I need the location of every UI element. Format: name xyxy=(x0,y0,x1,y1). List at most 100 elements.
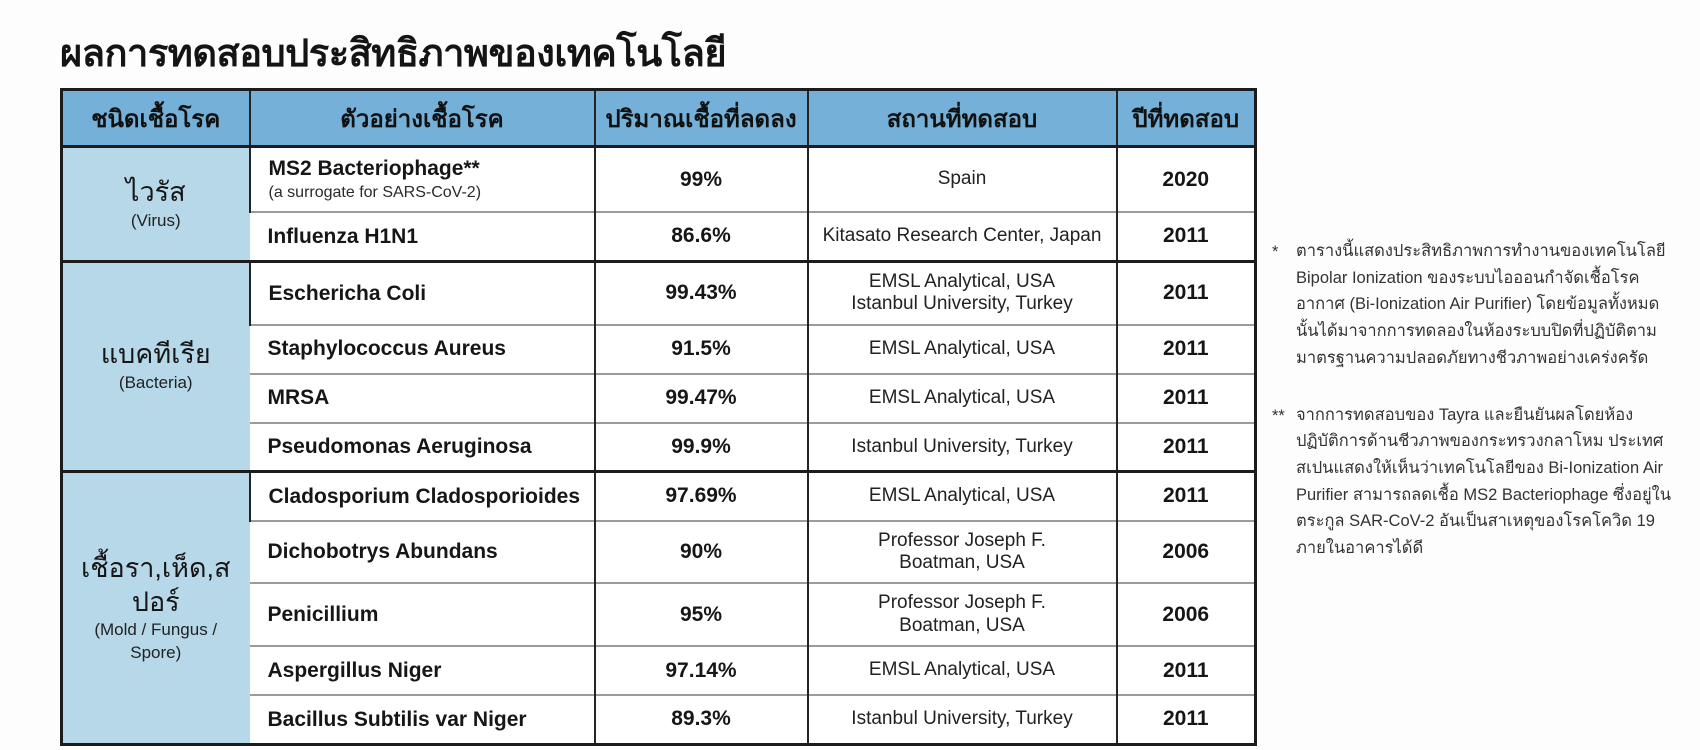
pathogen-type-cell: เชื้อรา,เห็ด,สปอร์ (Mold / Fungus / Spore… xyxy=(61,470,250,745)
sample-name: MS2 Bacteriophage** xyxy=(268,157,480,180)
sample-cell: Penicillium xyxy=(249,582,595,647)
sample-name: Aspergillus Niger xyxy=(267,659,442,683)
table-row: เชื้อรา,เห็ด,สปอร์ (Mold / Fungus / Spore… xyxy=(61,470,1256,745)
test-location-line: Istanbul University, Turkey xyxy=(851,708,1073,730)
sample-name: Influenza H1N1 xyxy=(267,224,419,248)
table-row: Dichobotrys Abundans 90% Professor Joseph … xyxy=(62,519,1256,584)
sample-cell: Dichobotrys Abundans xyxy=(249,519,595,584)
test-location-line: EMSL Analytical, USA xyxy=(868,659,1056,681)
test-year: 2020 xyxy=(1115,145,1256,213)
table-row: MRSA 99.47% EMSL Analytical, USA 2011 xyxy=(62,372,1256,423)
table-body: ไวรัส (Virus) MS2 Bacteriophage** (a surrog… xyxy=(61,145,1256,745)
test-location: Professor Joseph F. Boatman, USA xyxy=(806,582,1117,647)
sample-name: Cladosporium Cladosporioides xyxy=(268,484,581,508)
test-year: 2011 xyxy=(1115,470,1256,521)
sample-name: Bacillus Subtilis var Niger xyxy=(267,707,527,731)
table-row: Penicillium 95% Professor Joseph F. Boatman… xyxy=(62,582,1256,647)
sample-name: Staphylococcus Aureus xyxy=(267,337,506,361)
table-row: Pseudomonas Aeruginosa 99.9% Istanbul Univ… xyxy=(62,421,1256,472)
test-location-line: Istanbul University, Turkey xyxy=(851,293,1073,315)
test-year: 2011 xyxy=(1115,372,1256,423)
sample-name: Penicillium xyxy=(267,603,379,627)
header-sample: ตัวอย่างเชื้อโรค xyxy=(248,89,595,148)
test-location: Istanbul University, Turkey xyxy=(806,694,1117,745)
test-location-line: Boatman, USA xyxy=(899,551,1025,573)
test-location-line: EMSL Analytical, USA xyxy=(868,337,1056,359)
sample-name: MRSA xyxy=(267,386,330,410)
test-location-line: Kitasato Research Center, Japan xyxy=(822,225,1102,247)
test-location-line: EMSL Analytical, USA xyxy=(868,485,1056,507)
table-row: แบคทีเรีย (Bacteria) Eschericha Coli 99.43%… xyxy=(61,259,1256,472)
footnote-1-marker: * xyxy=(1272,243,1279,261)
reduction-value: 89.3% xyxy=(593,694,808,745)
pathogen-type-english: (Mold / Fungus / Spore) xyxy=(94,620,218,662)
reduction-value: 99.9% xyxy=(593,421,808,472)
pathogen-type-thai: ไวรัส xyxy=(125,176,186,207)
sample-cell: Influenza H1N1 xyxy=(249,211,595,262)
test-location-line: EMSL Analytical, USA xyxy=(868,270,1056,292)
test-location-line: Professor Joseph F. xyxy=(878,592,1046,614)
reduction-value: 99.47% xyxy=(593,372,808,423)
pathogen-type-thai: แบคทีเรีย xyxy=(100,339,211,370)
sample-subtitle: (a surrogate for SARS-CoV-2) xyxy=(268,184,482,202)
test-year: 2006 xyxy=(1115,519,1256,584)
table-header: ชนิดเชื้อโรค ตัวอย่างเชื้อโรค ปริมาณเชื้… xyxy=(61,89,1256,148)
sample-cell: MRSA xyxy=(249,372,595,423)
table-row: Bacillus Subtilis var Niger 89.3% Istanbul… xyxy=(62,694,1256,745)
efficacy-table: ชนิดเชื้อโรค ตัวอย่างเชื้อโรค ปริมาณเชื้… xyxy=(60,88,1257,746)
reduction-value: 90% xyxy=(593,519,808,584)
test-year: 2006 xyxy=(1115,582,1256,647)
reduction-value: 91.5% xyxy=(593,323,808,374)
test-location: EMSL Analytical, USA xyxy=(806,645,1117,696)
test-location: EMSL Analytical, USA xyxy=(806,470,1117,521)
test-location-line: Boatman, USA xyxy=(899,614,1025,636)
sample-name: Pseudomonas Aeruginosa xyxy=(267,435,532,459)
footnote-1-text: ตารางนี้แสดงประสิทธิภาพการทำงานของเทคโนโ… xyxy=(1296,242,1666,367)
reduction-value: 97.69% xyxy=(593,470,808,521)
test-location: Kitasato Research Center, Japan xyxy=(806,211,1117,262)
test-year: 2011 xyxy=(1115,211,1256,262)
reduction-value: 86.6% xyxy=(593,211,808,262)
sample-cell: Eschericha Coli xyxy=(248,259,595,325)
pathogen-type-english: (Virus) xyxy=(130,210,181,230)
test-year: 2011 xyxy=(1115,645,1256,696)
test-year: 2011 xyxy=(1115,421,1256,472)
test-location-line: Spain xyxy=(937,168,987,190)
header-year: ปีที่ทดสอบ xyxy=(1115,89,1256,148)
reduction-value: 99% xyxy=(593,145,808,213)
test-location: EMSL Analytical, USA xyxy=(806,372,1117,423)
pathogen-type-cell: แบคทีเรีย (Bacteria) xyxy=(61,259,250,472)
test-location: Istanbul University, Turkey xyxy=(806,421,1117,472)
test-year: 2011 xyxy=(1115,259,1256,325)
sample-name: Dichobotrys Abundans xyxy=(267,540,498,564)
test-location-line: Professor Joseph F. xyxy=(878,529,1046,551)
reduction-value: 99.43% xyxy=(593,259,808,325)
sample-cell: Cladosporium Cladosporioides xyxy=(248,470,595,521)
pathogen-type-thai: เชื้อรา,เห็ด,สปอร์ xyxy=(81,552,231,617)
header-row: ชนิดเชื้อโรค ตัวอย่างเชื้อโรค ปริมาณเชื้… xyxy=(61,89,1256,148)
footnote-2-text: จากการทดสอบของ Tayra และยืนยันผลโดยห้องป… xyxy=(1296,405,1672,558)
footnote-1: * ตารางนี้แสดงประสิทธิภาพการทำงานของเทคโ… xyxy=(1272,238,1672,372)
test-year: 2011 xyxy=(1115,694,1256,745)
reduction-value: 95% xyxy=(593,582,808,647)
reduction-value: 97.14% xyxy=(593,645,808,696)
test-location-line: Istanbul University, Turkey xyxy=(851,435,1073,457)
footnote-2-marker: ** xyxy=(1272,406,1285,425)
test-year: 2011 xyxy=(1115,323,1256,374)
footnote-2: ** จากการทดสอบของ Tayra และยืนยันผลโดยห้… xyxy=(1272,402,1672,562)
table-row: Staphylococcus Aureus 91.5% EMSL Analytica… xyxy=(62,323,1256,374)
table-row: ไวรัส (Virus) MS2 Bacteriophage** (a surrog… xyxy=(61,145,1256,262)
test-location: Spain xyxy=(806,145,1117,213)
table-row: Aspergillus Niger 97.14% EMSL Analytical, … xyxy=(62,645,1256,696)
page-title: ผลการทดสอบประสิทธิภาพของเทคโนโลยี xyxy=(60,33,727,75)
table-row: Influenza H1N1 86.6% Kitasato Research Cen… xyxy=(62,211,1256,262)
header-pathogen-type: ชนิดเชื้อโรค xyxy=(61,89,250,148)
header-location: สถานที่ทดสอบ xyxy=(806,89,1117,148)
sample-cell: Pseudomonas Aeruginosa xyxy=(249,421,595,472)
footnotes: * ตารางนี้แสดงประสิทธิภาพการทำงานของเทคโ… xyxy=(1272,238,1672,562)
header-reduction: ปริมาณเชื้อที่ลดลง xyxy=(593,89,808,148)
sample-cell: Aspergillus Niger xyxy=(249,645,595,696)
pathogen-type-english: (Bacteria) xyxy=(118,373,193,393)
sample-cell: MS2 Bacteriophage** (a surrogate for SARS… xyxy=(248,145,595,213)
